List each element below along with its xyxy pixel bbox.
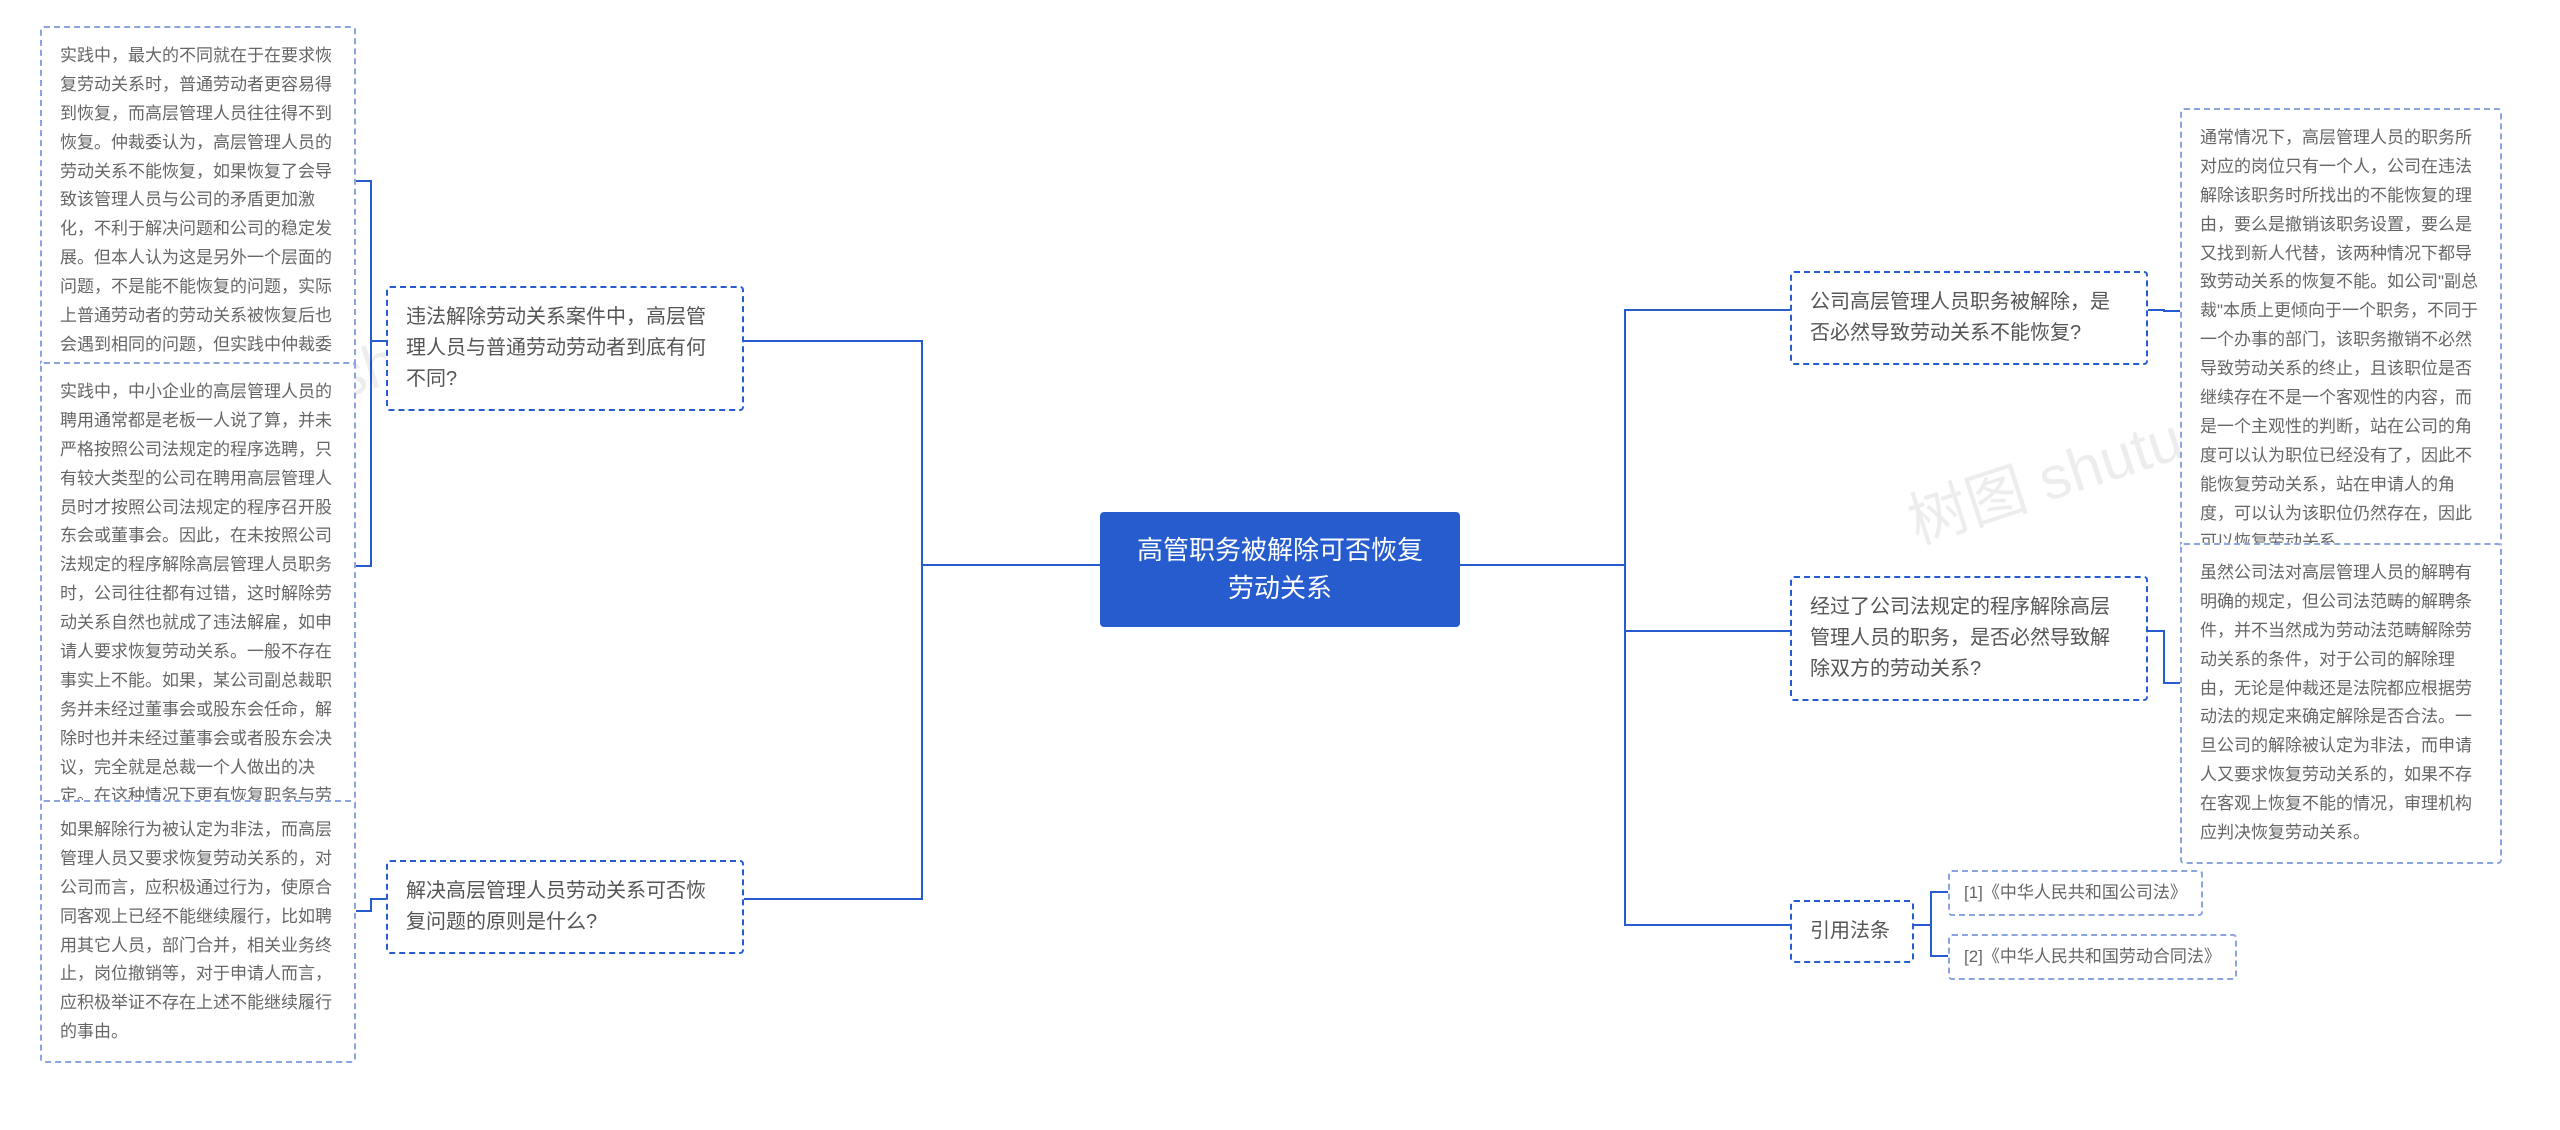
sub-node-left-1[interactable]: 解决高层管理人员劳动关系可否恢复问题的原则是什么? <box>386 860 744 954</box>
leaf-node[interactable]: 虽然公司法对高层管理人员的解聘有明确的规定，但公司法范畴的解聘条件，并不当然成为… <box>2180 543 2502 864</box>
mindmap-canvas: shutu.cn 树图 shutu.cn 高管职务被解除可否恢复劳动关系 违法解… <box>0 0 2560 1130</box>
sub-node-right-0[interactable]: 公司高层管理人员职务被解除，是否必然导致劳动关系不能恢复? <box>1790 271 2148 365</box>
leaf-node[interactable]: 通常情况下，高层管理人员的职务所对应的岗位只有一个人，公司在违法解除该职务时所找… <box>2180 108 2502 573</box>
sub-node-left-0[interactable]: 违法解除劳动关系案件中，高层管理人员与普通劳动劳动者到底有何不同? <box>386 286 744 411</box>
leaf-node[interactable]: [1]《中华人民共和国公司法》 <box>1948 870 2203 916</box>
sub-node-right-2[interactable]: 引用法条 <box>1790 900 1914 963</box>
sub-node-right-1[interactable]: 经过了公司法规定的程序解除高层管理人员的职务，是否必然导致解除双方的劳动关系? <box>1790 576 2148 701</box>
root-node[interactable]: 高管职务被解除可否恢复劳动关系 <box>1100 512 1460 627</box>
leaf-node[interactable]: 如果解除行为被认定为非法，而高层管理人员又要求恢复劳动关系的，对公司而言，应积极… <box>40 800 356 1063</box>
leaf-node[interactable]: 实践中，中小企业的高层管理人员的聘用通常都是老板一人说了算，并未严格按照公司法规… <box>40 362 356 856</box>
leaf-node[interactable]: [2]《中华人民共和国劳动合同法》 <box>1948 934 2237 980</box>
